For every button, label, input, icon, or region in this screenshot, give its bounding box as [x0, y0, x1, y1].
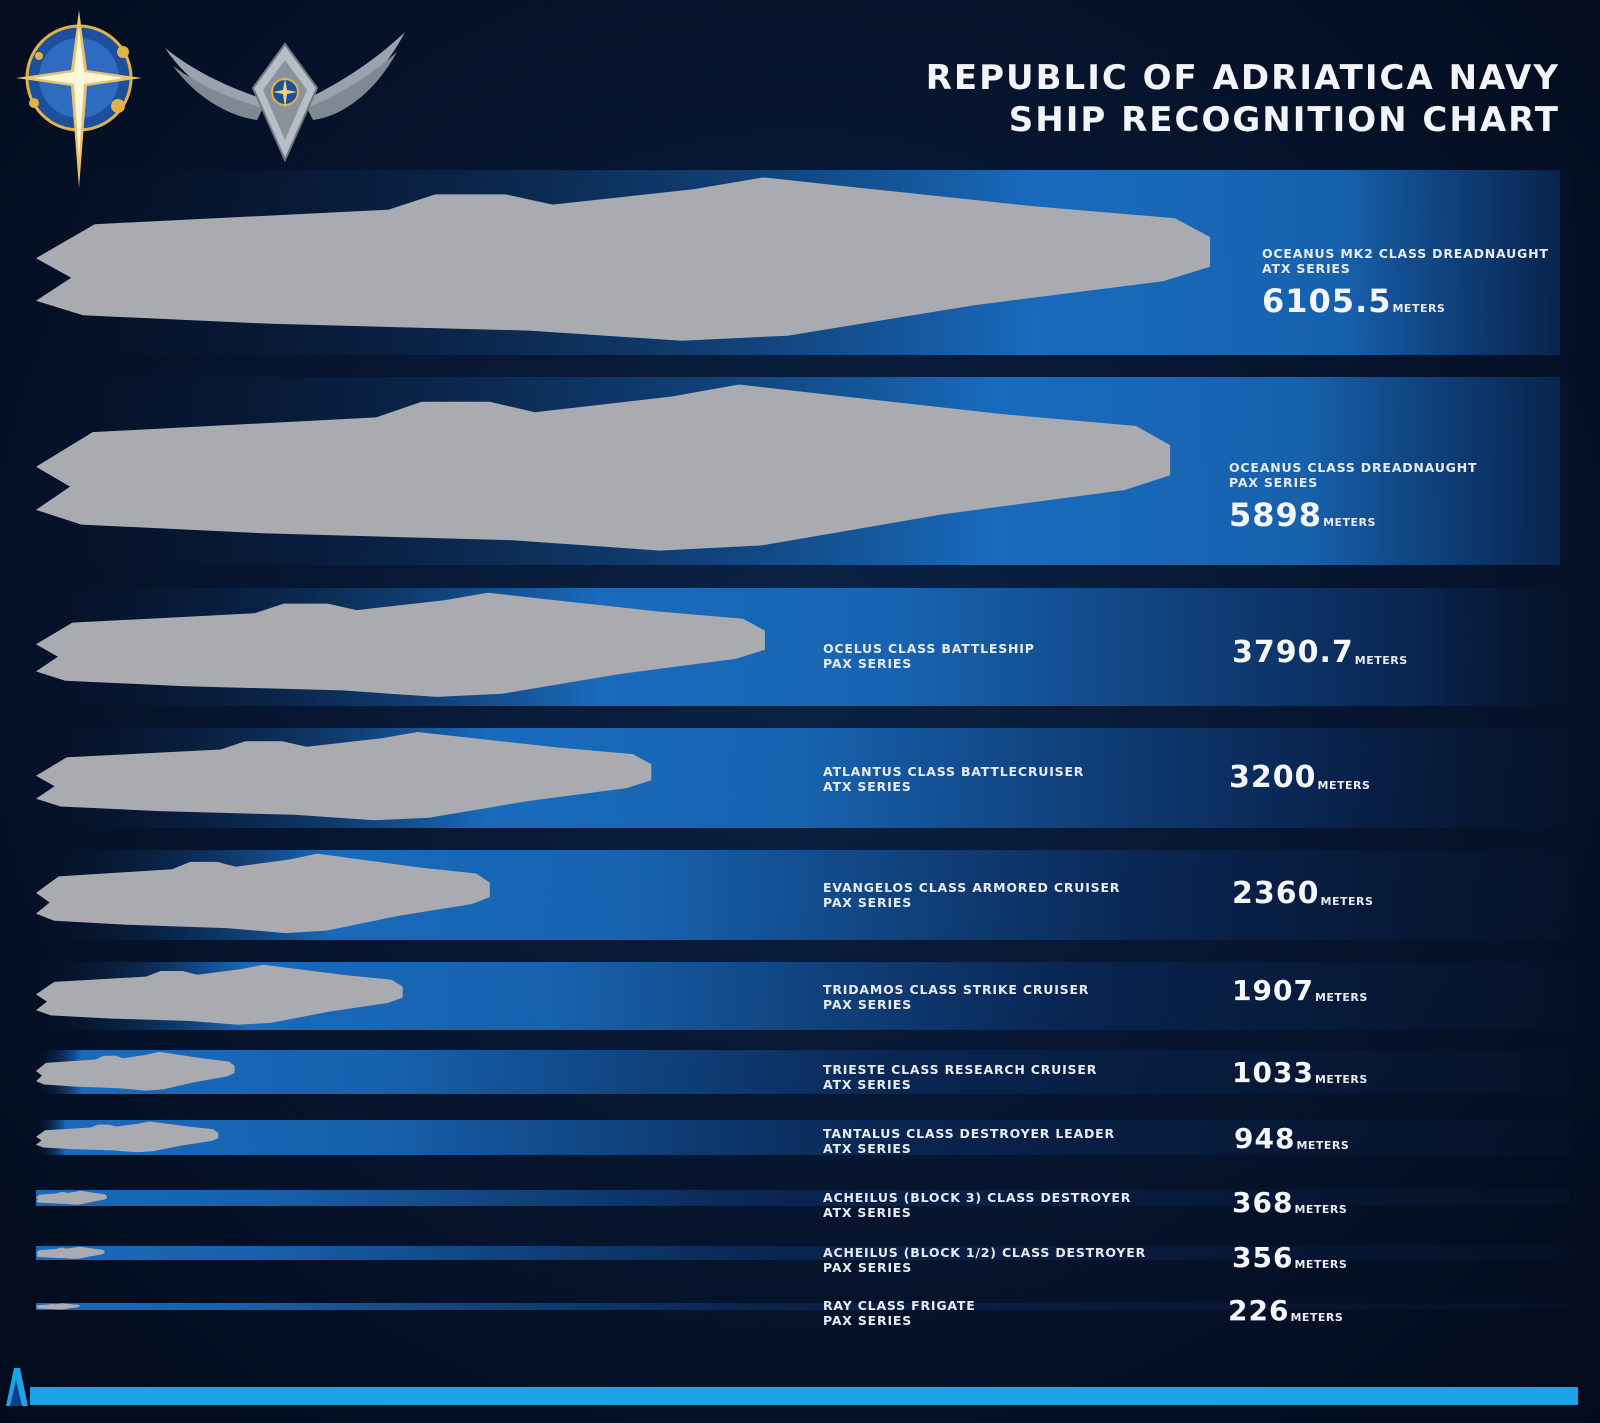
ship-length-value: 368 [1232, 1186, 1294, 1219]
ship-series-label: ATX SERIES [823, 1205, 912, 1220]
ship-length-value: 6105.5 [1262, 282, 1392, 320]
ship-length-unit: METERS [1320, 894, 1374, 908]
ship-silhouette [36, 592, 765, 697]
ship-silhouette [36, 1051, 235, 1091]
ship-series-label: PAX SERIES [1229, 475, 1319, 490]
ship-class-label: RAY CLASS FRIGATE [823, 1298, 976, 1313]
ship-silhouette [36, 853, 490, 934]
ship-length-value: 1033 [1232, 1056, 1314, 1089]
ship-class-label: OCELUS CLASS BATTLESHIP [823, 641, 1035, 656]
ship-series-label: PAX SERIES [823, 1260, 913, 1275]
ship-length-value: 948 [1234, 1122, 1296, 1155]
ship-class-label: ATLANTUS CLASS BATTLECRUISER [823, 764, 1085, 779]
ship-class-label: ACHEILUS (BLOCK 1/2) CLASS DESTROYER [823, 1245, 1147, 1260]
ship-length-value: 356 [1232, 1241, 1294, 1274]
winged-shield-emblem [165, 32, 405, 162]
ship-length-value: 3200 [1229, 760, 1317, 795]
ship-class-label: OCEANUS MK2 CLASS DREADNAUGHT [1262, 246, 1549, 261]
ship-length-value: 3790.7 [1232, 635, 1354, 670]
bottom-accent-stripe [30, 1387, 1578, 1405]
ship-length-unit: METERS [1296, 1139, 1350, 1153]
ship-band [36, 1190, 1570, 1206]
ship-band [36, 1120, 1570, 1155]
ship-length-unit: METERS [1314, 991, 1368, 1005]
ship-silhouette [36, 964, 403, 1025]
ship-series-label: PAX SERIES [823, 656, 913, 671]
ship-series-label: ATX SERIES [1262, 261, 1351, 276]
ship-band [36, 1050, 1570, 1094]
corner-logo-mark [6, 1368, 28, 1406]
chart-title-line-1: REPUBLIC OF ADRIATICA NAVY [925, 58, 1560, 98]
ship-length-value: 226 [1228, 1294, 1290, 1327]
ship-class-label: TRIDAMOS CLASS STRIKE CRUISER [823, 982, 1090, 997]
ship-class-label: ACHEILUS (BLOCK 3) CLASS DESTROYER [823, 1190, 1132, 1205]
ship-silhouette [36, 1303, 80, 1310]
ship-length-unit: METERS [1323, 515, 1376, 529]
ship-class-label: TRIESTE CLASS RESEARCH CRUISER [823, 1062, 1098, 1077]
ship-band [36, 1303, 1570, 1310]
ship-series-label: PAX SERIES [823, 1313, 913, 1328]
ship-silhouette [36, 1190, 107, 1205]
ship-length-unit: METERS [1290, 1311, 1344, 1325]
ship-length-unit: METERS [1392, 301, 1446, 315]
ship-series-label: PAX SERIES [823, 895, 913, 910]
ship-silhouette [36, 384, 1171, 551]
ship-length-unit: METERS [1354, 653, 1408, 667]
ship-length-value: 2360 [1232, 876, 1320, 911]
ship-silhouette [36, 1121, 219, 1153]
ship-class-label: EVANGELOS CLASS ARMORED CRUISER [823, 880, 1121, 895]
ship-silhouette [36, 732, 652, 821]
navy-star-emblem [16, 10, 142, 188]
ship-length-unit: METERS [1314, 1073, 1368, 1087]
ship-length-value: 5898 [1229, 496, 1323, 534]
ship-class-label: TANTALUS CLASS DESTROYER LEADER [823, 1126, 1115, 1141]
ship-series-label: ATX SERIES [823, 1077, 912, 1092]
ship-length-value: 1907 [1232, 974, 1314, 1007]
ship-length-unit: METERS [1294, 1203, 1348, 1217]
ship-silhouette [36, 177, 1210, 341]
ship-series-label: ATX SERIES [823, 779, 912, 794]
chart-title-line-2: SHIP RECOGNITION CHART [1008, 100, 1560, 140]
ship-silhouette [36, 1246, 105, 1259]
ship-class-label: OCEANUS CLASS DREADNAUGHT [1229, 460, 1478, 475]
ship-series-label: ATX SERIES [823, 1141, 912, 1156]
ship-length-unit: METERS [1317, 778, 1371, 792]
ship-series-label: PAX SERIES [823, 997, 913, 1012]
ship-band [36, 1246, 1570, 1260]
ship-length-unit: METERS [1294, 1258, 1348, 1272]
